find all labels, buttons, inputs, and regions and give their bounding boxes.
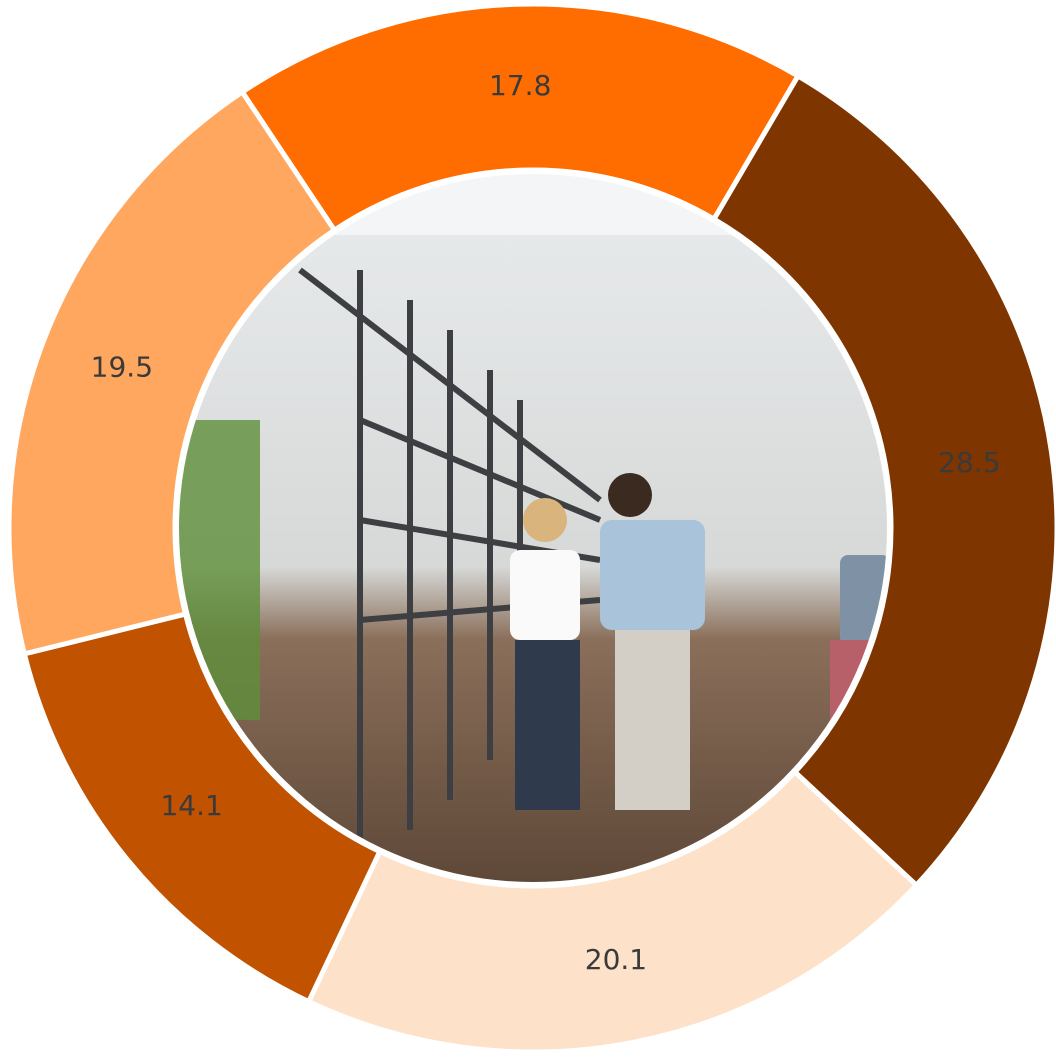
data-label: 14.1 <box>160 789 222 822</box>
data-label: 28.5 <box>938 446 1000 479</box>
data-label: 17.8 <box>489 69 551 102</box>
inner-ring <box>173 168 893 888</box>
data-label: 20.1 <box>585 943 647 976</box>
data-label: 19.5 <box>91 351 153 384</box>
